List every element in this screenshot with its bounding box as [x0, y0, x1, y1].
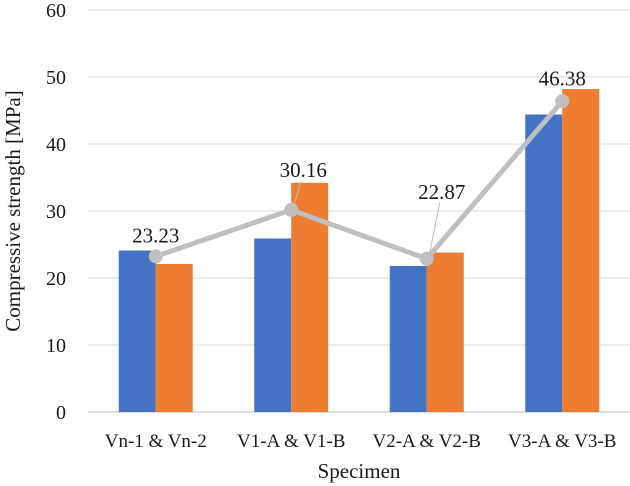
- bar-2-1: [155, 263, 193, 412]
- bar-1-1: [118, 250, 156, 412]
- x-tick-label: V1-A & V1-B: [237, 431, 345, 452]
- average-line: [148, 94, 570, 266]
- average-series-line: [154, 99, 565, 262]
- y-tick-label: 10: [46, 335, 66, 357]
- x-axis-ticks: Vn-1 & Vn-2 V1-A & V1-B V2-A & V2-B V3-A & …: [105, 431, 617, 452]
- y-tick-label: 60: [46, 0, 66, 22]
- data-label-3: 22.87: [418, 180, 465, 204]
- y-tick-label: 30: [46, 201, 66, 223]
- data-label-leader: [293, 180, 302, 205]
- data-label-leader: [429, 202, 441, 253]
- bar-1-2: [254, 238, 292, 412]
- bar-2-4: [562, 89, 600, 412]
- bar-1-4: [525, 114, 563, 413]
- x-axis-title: Specimen: [318, 459, 401, 483]
- average-point-4: [555, 94, 570, 109]
- bar-2-3: [426, 252, 464, 412]
- data-label-2: 30.16: [280, 158, 327, 182]
- x-tick-label: Vn-1 & Vn-2: [105, 431, 207, 452]
- bars: [118, 89, 600, 413]
- x-tick-label: V2-A & V2-B: [373, 431, 481, 452]
- y-tick-label: 50: [46, 67, 66, 89]
- average-point-2: [284, 202, 299, 217]
- data-label-4: 46.38: [539, 66, 586, 90]
- average-point-3: [419, 251, 434, 266]
- y-tick-label: 40: [46, 134, 66, 156]
- y-axis-title: Compressive strength [MPa]: [1, 90, 25, 331]
- data-labels: 23.23 30.16 22.87 46.38: [132, 66, 586, 253]
- x-tick-label: V3-A & V3-B: [508, 431, 616, 452]
- y-tick-label: 20: [46, 268, 66, 290]
- bar-1-3: [389, 265, 427, 412]
- data-label-1: 23.23: [132, 223, 179, 247]
- y-tick-label: 0: [56, 402, 66, 424]
- average-point-1: [148, 249, 163, 264]
- y-axis-ticks: 0 10 20 30 40 50 60: [46, 0, 66, 424]
